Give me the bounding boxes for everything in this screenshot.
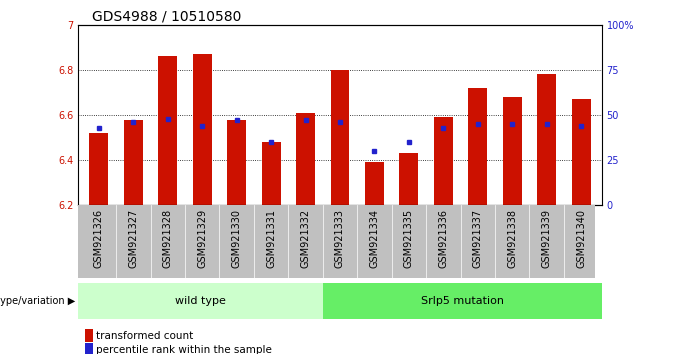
- Text: GSM921330: GSM921330: [232, 209, 241, 268]
- Text: GSM921334: GSM921334: [369, 209, 379, 268]
- Bar: [537, 74, 556, 205]
- Bar: [330, 70, 350, 205]
- Bar: [434, 117, 453, 205]
- Bar: [192, 54, 211, 205]
- Bar: [572, 99, 591, 205]
- Text: GSM921328: GSM921328: [163, 209, 173, 268]
- Bar: [503, 97, 522, 205]
- Text: GSM921335: GSM921335: [404, 209, 414, 268]
- Bar: [296, 113, 315, 205]
- Text: Srlp5 mutation: Srlp5 mutation: [421, 296, 504, 306]
- Text: wild type: wild type: [175, 296, 226, 306]
- Text: GSM921338: GSM921338: [507, 209, 517, 268]
- Bar: [227, 120, 246, 205]
- Bar: [78, 283, 322, 319]
- Text: genotype/variation ▶: genotype/variation ▶: [0, 296, 75, 306]
- Text: GSM921327: GSM921327: [129, 209, 138, 268]
- Text: GDS4988 / 10510580: GDS4988 / 10510580: [92, 9, 241, 23]
- Text: GSM921340: GSM921340: [576, 209, 586, 268]
- Bar: [322, 283, 602, 319]
- Text: GSM921329: GSM921329: [197, 209, 207, 268]
- Text: GSM921336: GSM921336: [439, 209, 448, 268]
- Bar: [262, 142, 281, 205]
- Text: transformed count: transformed count: [96, 331, 193, 341]
- Text: GSM921331: GSM921331: [266, 209, 276, 268]
- Bar: [365, 162, 384, 205]
- Bar: [89, 133, 108, 205]
- Text: GSM921332: GSM921332: [301, 209, 311, 268]
- Bar: [124, 120, 143, 205]
- Text: GSM921333: GSM921333: [335, 209, 345, 268]
- Text: percentile rank within the sample: percentile rank within the sample: [96, 345, 272, 354]
- Bar: [158, 56, 177, 205]
- Text: GSM921337: GSM921337: [473, 209, 483, 268]
- Bar: [469, 88, 488, 205]
- Text: GSM921326: GSM921326: [94, 209, 104, 268]
- Bar: [399, 153, 418, 205]
- Text: GSM921339: GSM921339: [542, 209, 551, 268]
